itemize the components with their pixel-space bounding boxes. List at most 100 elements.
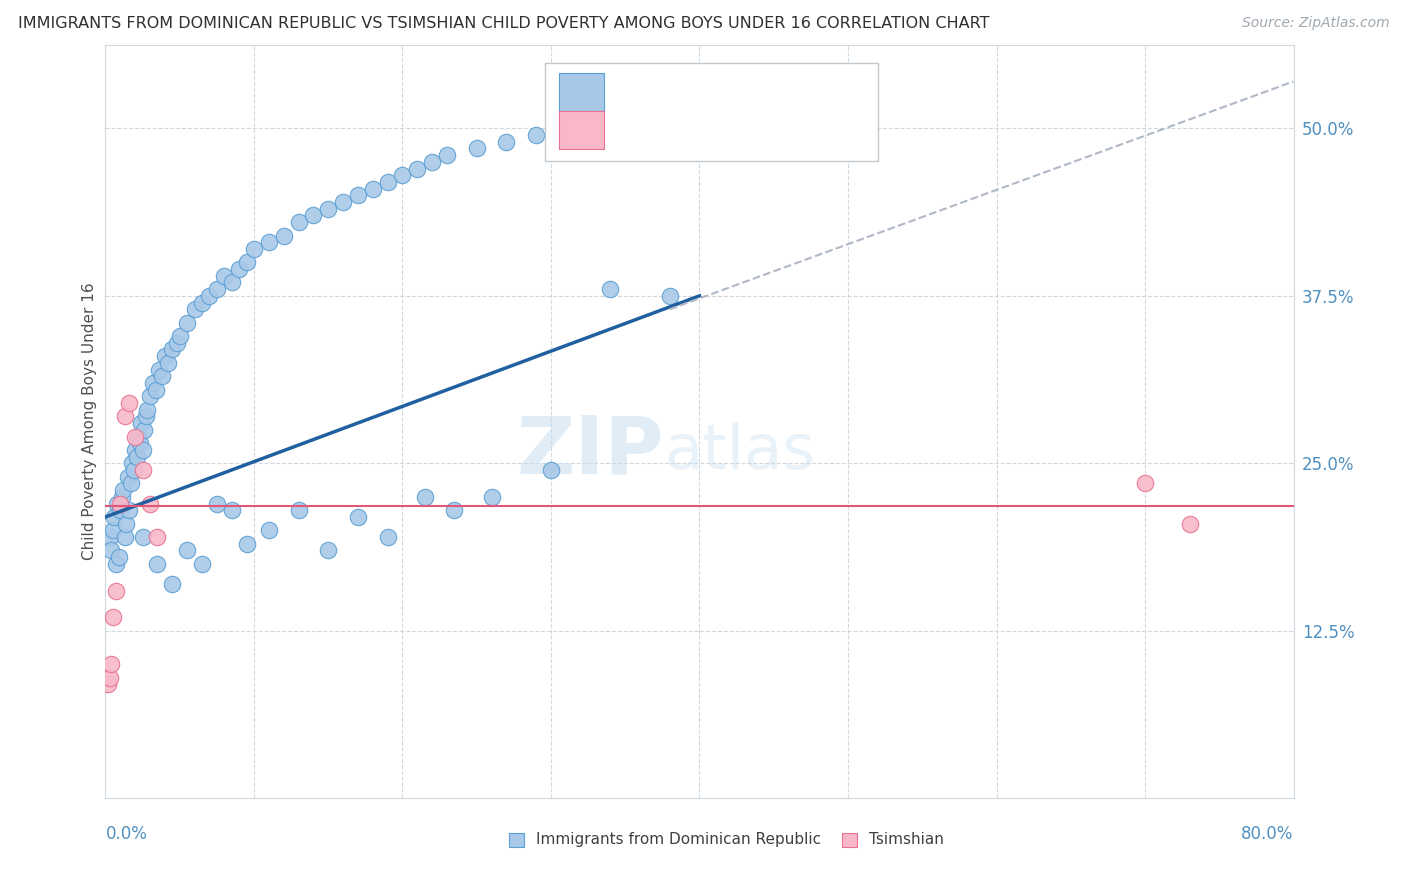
Point (100, 657, 122, 672)
Point (361, 181, 384, 195)
Point (114, 409, 136, 424)
Point (104, 557, 127, 571)
Point (132, 423, 155, 437)
Point (1133, 476, 1156, 491)
Point (205, 282, 228, 296)
Text: 0.354: 0.354 (679, 83, 737, 101)
Point (120, 476, 142, 491)
Y-axis label: Child Poverty Among Boys Under 16: Child Poverty Among Boys Under 16 (82, 283, 97, 560)
Point (101, 610, 124, 624)
Bar (560, 111, 605, 149)
Point (142, 376, 165, 390)
Point (287, 503, 309, 517)
Point (316, 543, 339, 558)
Point (145, 383, 167, 397)
Point (110, 497, 132, 511)
Point (436, 148, 458, 162)
Point (377, 175, 399, 189)
Point (183, 302, 205, 317)
Point (124, 429, 146, 443)
Point (243, 242, 266, 256)
Point (136, 402, 159, 417)
Point (191, 557, 214, 571)
Point (101, 524, 124, 538)
Point (124, 442, 146, 457)
Point (420, 154, 443, 169)
Point (481, 490, 503, 504)
Point (97, 677, 120, 691)
Point (146, 530, 169, 544)
Point (153, 349, 176, 363)
Point (115, 516, 138, 531)
Point (221, 276, 243, 290)
Point (131, 442, 153, 457)
Point (332, 195, 354, 210)
Point (235, 255, 257, 269)
Point (148, 362, 170, 376)
Bar (842, 833, 858, 847)
Point (257, 235, 280, 250)
Point (110, 503, 132, 517)
Point (129, 416, 152, 430)
Point (287, 215, 309, 229)
Point (228, 262, 250, 277)
Point (169, 329, 191, 343)
Point (112, 483, 135, 497)
Point (127, 429, 149, 443)
Text: Tsimshian: Tsimshian (869, 832, 943, 847)
Point (176, 543, 198, 558)
Text: 80.0%: 80.0% (1241, 825, 1294, 843)
Point (135, 409, 157, 424)
Point (221, 503, 243, 517)
Text: ZIP: ZIP (516, 413, 664, 491)
Text: R =: R = (623, 120, 661, 139)
Text: atlas: atlas (664, 422, 814, 482)
Point (413, 490, 436, 504)
Point (131, 530, 153, 544)
Point (111, 490, 134, 504)
FancyBboxPatch shape (546, 63, 877, 161)
Point (156, 356, 179, 370)
Point (443, 503, 465, 517)
Point (235, 537, 257, 551)
Point (139, 389, 162, 403)
Point (316, 202, 339, 216)
Point (495, 135, 517, 149)
Point (108, 550, 131, 565)
Text: Immigrants from Dominican Republic: Immigrants from Dominican Republic (536, 832, 821, 847)
Point (465, 141, 488, 155)
Text: 14: 14 (824, 120, 849, 139)
Point (100, 543, 122, 558)
Point (146, 557, 169, 571)
Point (176, 316, 198, 330)
Point (377, 530, 399, 544)
Text: IMMIGRANTS FROM DOMINICAN REPUBLIC VS TSIMSHIAN CHILD POVERTY AMONG BOYS UNDER 1: IMMIGRANTS FROM DOMINICAN REPUBLIC VS TS… (18, 16, 990, 31)
Point (162, 577, 184, 591)
Point (105, 497, 128, 511)
Point (554, 121, 576, 136)
Point (122, 463, 145, 477)
Point (98, 671, 121, 685)
Text: Source: ZipAtlas.com: Source: ZipAtlas.com (1241, 16, 1389, 30)
Point (273, 228, 295, 243)
Point (128, 436, 150, 450)
Point (205, 497, 228, 511)
Point (658, 289, 681, 303)
Point (540, 463, 562, 477)
Point (118, 396, 141, 410)
Point (257, 524, 280, 538)
Point (166, 335, 188, 350)
Point (524, 128, 547, 142)
Bar (560, 73, 605, 111)
Text: N =: N = (759, 83, 810, 101)
Point (302, 209, 325, 223)
Text: 82: 82 (824, 83, 849, 101)
Point (114, 530, 136, 544)
Point (162, 343, 184, 357)
Text: N =: N = (759, 120, 810, 139)
Point (131, 463, 153, 477)
Point (117, 469, 139, 483)
Point (198, 289, 221, 303)
Point (104, 583, 127, 598)
Point (347, 188, 370, 202)
